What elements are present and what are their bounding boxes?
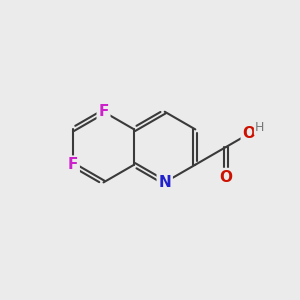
Text: F: F — [98, 104, 109, 119]
Text: O: O — [219, 169, 232, 184]
Text: N: N — [158, 175, 171, 190]
Text: H: H — [255, 121, 264, 134]
Text: O: O — [242, 126, 255, 141]
Text: F: F — [68, 157, 78, 172]
